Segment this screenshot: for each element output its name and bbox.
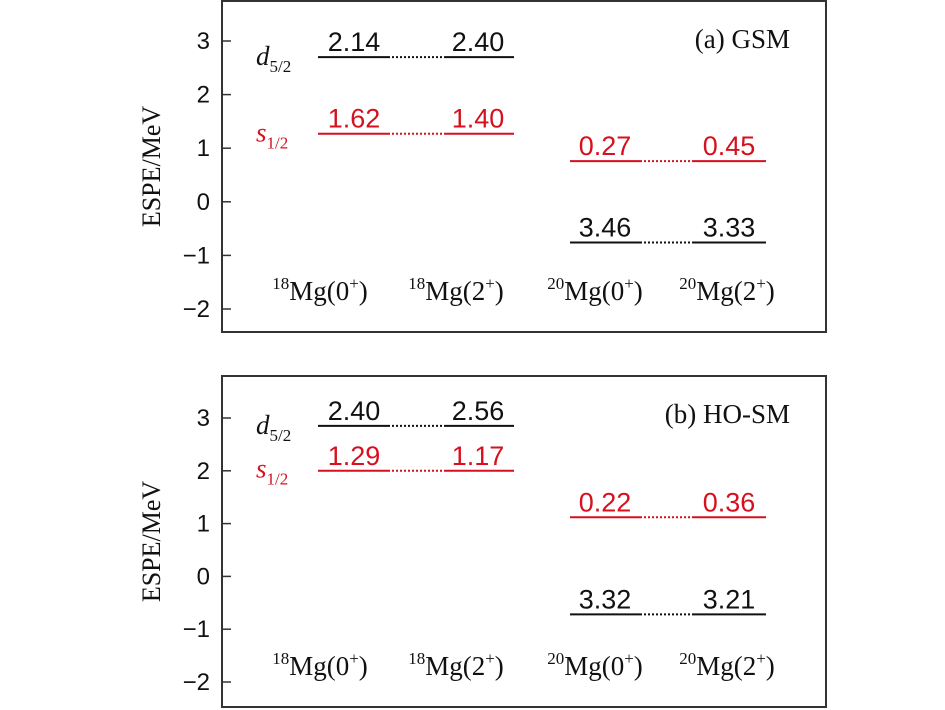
level-value: 1.62	[328, 104, 381, 134]
y-axis-label: ESPE/MeV	[137, 106, 166, 228]
y-tick-label: 1	[197, 135, 210, 162]
y-tick-label: −1	[183, 616, 210, 643]
y-tick-label: 0	[197, 563, 210, 590]
y-tick-label: −2	[183, 296, 210, 323]
level-value: 0.45	[703, 131, 756, 161]
level-value: 3.21	[703, 584, 756, 614]
y-tick-label: 2	[197, 458, 210, 485]
y-tick-label: 1	[197, 511, 210, 538]
plot-frame	[221, 0, 827, 333]
nucleus-label: 18Mg(2+)	[408, 274, 504, 306]
plot-frame	[221, 375, 827, 708]
level-value: 3.32	[579, 584, 632, 614]
y-axis-label: ESPE/MeV	[137, 481, 166, 603]
nucleus-label: 20Mg(2+)	[679, 649, 775, 681]
nucleus-label: 20Mg(0+)	[547, 274, 643, 306]
nucleus-label: 20Mg(2+)	[679, 274, 775, 306]
y-tick-label: 3	[197, 28, 210, 55]
orbital-label: d5/2	[256, 41, 291, 76]
level-value: 0.36	[703, 487, 756, 517]
chart-panel-a: 3 2 1 0 −1 −2 ESPE/MeV (a) GSM d5/2 s1/2 2.14 2.40 1…	[137, 0, 827, 333]
level-value: 1.17	[452, 441, 505, 471]
nucleus-label: 20Mg(0+)	[547, 649, 643, 681]
nucleus-label: 18Mg(0+)	[272, 274, 368, 306]
orbital-label: s1/2	[256, 118, 288, 153]
level-value: 2.56	[452, 396, 505, 426]
level-value: 3.33	[703, 213, 756, 243]
y-tick-label: −1	[183, 242, 210, 269]
level-value: 3.46	[579, 213, 632, 243]
level-value: 2.40	[328, 396, 381, 426]
level-value: 1.29	[328, 441, 381, 471]
y-tick-label: 3	[197, 405, 210, 432]
orbital-label: s1/2	[256, 454, 288, 489]
chart-panel-b: 3 2 1 0 −1 −2 ESPE/MeV (b) HO-SM d5/2 s1/2 2.40 2.5…	[137, 375, 827, 708]
level-value: 0.27	[579, 131, 632, 161]
panel-title: (b) HO-SM	[665, 399, 790, 429]
nucleus-label: 18Mg(2+)	[408, 649, 504, 681]
level-value: 2.14	[328, 27, 381, 57]
level-value: 2.40	[452, 27, 505, 57]
nucleus-label: 18Mg(0+)	[272, 649, 368, 681]
y-tick-label: 2	[197, 82, 210, 109]
y-tick-label: 0	[197, 189, 210, 216]
orbital-label: d5/2	[256, 410, 291, 445]
level-value: 0.22	[579, 487, 632, 517]
panel-title: (a) GSM	[695, 24, 790, 54]
level-value: 1.40	[452, 104, 505, 134]
y-tick-label: −2	[183, 669, 210, 696]
